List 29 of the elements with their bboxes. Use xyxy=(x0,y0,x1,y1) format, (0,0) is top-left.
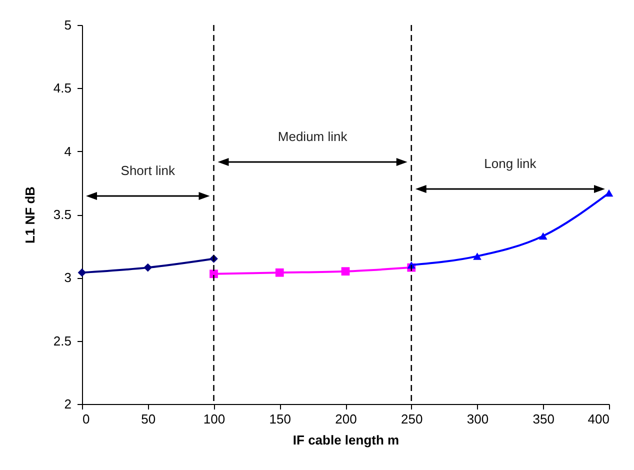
annotation: Short link xyxy=(120,163,176,178)
point xyxy=(604,189,614,197)
x-tick-label: 100 xyxy=(203,412,226,426)
point xyxy=(473,252,482,260)
y-axis-title: L1 NF dB xyxy=(22,186,38,244)
x-tick-label: 50 xyxy=(141,412,156,426)
y-tick-label: 2.5 xyxy=(53,333,72,348)
x-tick-label: 400 xyxy=(588,412,610,426)
y-tick-label: 4 xyxy=(64,144,72,159)
point xyxy=(210,270,218,278)
x-tick-label: 300 xyxy=(466,412,489,426)
annotation: Long link xyxy=(484,156,537,171)
y-tick-label: 3 xyxy=(64,270,72,286)
point xyxy=(144,263,152,272)
x-tick-label: 0 xyxy=(82,412,90,426)
y-tick-label: 5 xyxy=(64,18,72,32)
x-tick-label: 200 xyxy=(335,412,357,426)
y-tick-label: 3.5 xyxy=(53,207,72,222)
y-tick-label: 2 xyxy=(64,396,72,412)
x-tick-label: 250 xyxy=(401,412,423,426)
point xyxy=(341,267,350,276)
annotation: Medium link xyxy=(278,129,348,144)
point xyxy=(78,268,86,277)
x-tick-label: 350 xyxy=(532,412,554,426)
point xyxy=(275,268,284,277)
point xyxy=(538,232,548,240)
x-tick-label: 150 xyxy=(269,412,291,426)
x-axis-title: IF cable length m xyxy=(292,432,400,448)
y-tick-label: 4.5 xyxy=(53,80,72,96)
